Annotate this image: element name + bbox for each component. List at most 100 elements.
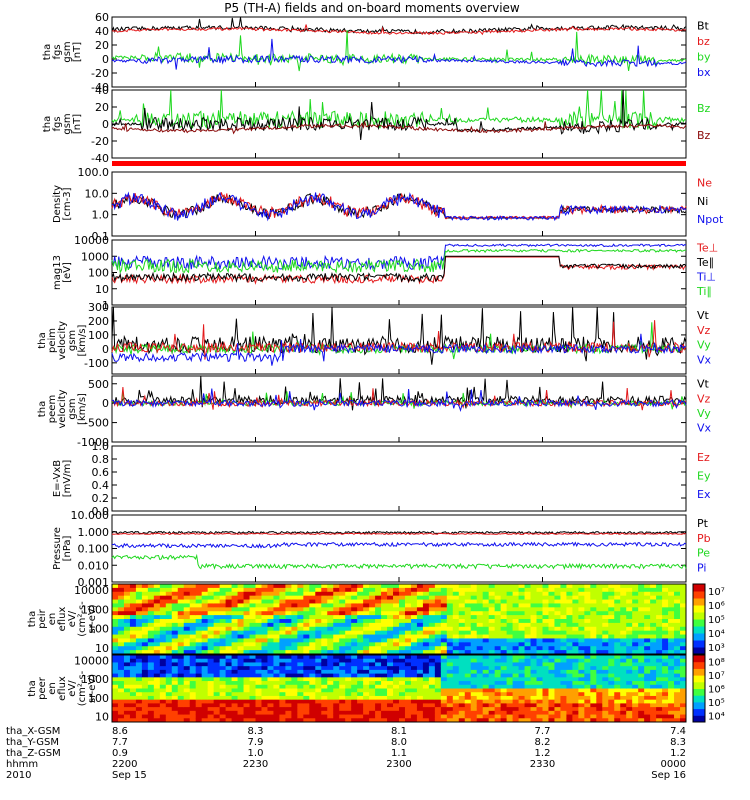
spectrogram-cell	[141, 673, 149, 678]
spectrogram-cell	[506, 595, 514, 601]
spectrogram-cell	[404, 630, 412, 636]
spectrogram-cell	[404, 615, 412, 620]
spectrogram-cell	[554, 622, 561, 628]
spectrogram-cell	[321, 714, 328, 719]
spectrogram-cell	[303, 603, 310, 608]
spectrogram-cell	[512, 677, 520, 682]
spectrogram-cell	[602, 634, 609, 639]
spectrogram-cell	[488, 626, 496, 632]
spectrogram-cell	[207, 662, 215, 667]
spectrogram-cell	[112, 666, 119, 671]
spectrogram-cell	[626, 673, 633, 678]
spectrogram-cell	[518, 681, 526, 686]
spectrogram-cell	[476, 642, 484, 647]
spectrogram-cell	[177, 638, 185, 643]
spectrogram-cell	[578, 584, 585, 589]
spectrogram-cell	[219, 662, 227, 667]
spectrogram-cell	[261, 611, 268, 616]
spectrogram-cell	[614, 707, 621, 712]
spectrogram-cell	[494, 634, 502, 639]
spectrogram-cell	[243, 619, 251, 624]
spectrogram-cell	[147, 626, 155, 632]
spectrogram-cell	[620, 699, 627, 704]
spectrogram-cell	[315, 650, 322, 655]
spectrogram-cell	[638, 699, 645, 704]
spectrogram-cell	[602, 718, 609, 723]
spectrogram-cell	[662, 630, 669, 636]
spectrogram-cell	[297, 634, 304, 639]
spectrogram-cell	[112, 692, 119, 697]
spectrogram-cell	[315, 710, 322, 716]
spectrogram-cell	[602, 646, 609, 651]
spectrogram-cell	[177, 619, 185, 624]
spectrogram-cell	[135, 634, 143, 639]
spectrogram-cell	[213, 673, 221, 678]
spectrogram-cell	[273, 599, 280, 604]
spectrogram-cell	[464, 666, 472, 671]
spectrogram-cell	[112, 714, 119, 719]
spectrogram-cell	[530, 677, 538, 682]
spectrogram-cell	[476, 634, 484, 639]
spectrogram-cell	[602, 622, 609, 628]
spectrogram-cell	[590, 622, 597, 628]
spectrogram-cell	[117, 695, 125, 701]
spectrogram-cell	[225, 611, 233, 616]
spectrogram-cell	[542, 634, 549, 639]
spectrogram-cell	[458, 615, 466, 620]
colorbar-segment	[693, 701, 705, 710]
spectrogram-cell	[662, 646, 669, 651]
spectrogram-cell	[590, 587, 597, 593]
spectrogram-cell	[315, 677, 322, 682]
spectrogram-cell	[446, 703, 454, 708]
spectrogram-cell	[614, 692, 621, 697]
spectrogram-cell	[351, 666, 358, 671]
spectrogram-cell	[470, 584, 478, 589]
spectrogram-cell	[524, 591, 532, 597]
spectrogram-cell	[171, 630, 179, 636]
spectrogram-cell	[387, 622, 394, 628]
spectrogram-cell	[147, 584, 155, 589]
spectrogram-cell	[590, 634, 597, 639]
spectrogram-cell	[303, 619, 310, 624]
spectrogram-cell	[458, 718, 466, 723]
spectrogram-cell	[195, 603, 203, 608]
spectrogram-cell	[189, 666, 197, 671]
spectrogram-cell	[375, 646, 382, 651]
spectrogram-cell	[506, 655, 514, 660]
spectrogram-cell	[231, 630, 239, 636]
spectrogram-cell	[482, 642, 490, 647]
spectrogram-cell	[291, 707, 298, 712]
spectrogram-cell	[524, 615, 532, 620]
spectrogram-cell	[656, 619, 663, 624]
spectrogram-cell	[644, 587, 651, 593]
spectrogram-cell	[458, 684, 466, 689]
spectrogram-cell	[650, 630, 657, 636]
spectrogram-cell	[494, 615, 502, 620]
spectrogram-cell	[159, 714, 167, 719]
spectrogram-cell	[297, 695, 304, 701]
spectrogram-cell	[524, 650, 532, 655]
spectrogram-cell	[255, 695, 262, 701]
x-row-value: 7.4	[670, 726, 686, 737]
spectrogram-cell	[255, 607, 262, 612]
spectrogram-cell	[159, 622, 167, 628]
spectrogram-cell	[123, 684, 131, 689]
spectrogram-cell	[410, 692, 418, 697]
spectrogram-cell	[123, 714, 131, 719]
spectrogram-cell	[422, 599, 430, 604]
spectrogram-cell	[129, 658, 137, 663]
spectrogram-cell	[542, 684, 549, 689]
spectrogram-cell	[512, 642, 520, 647]
spectrogram-cell	[261, 666, 268, 671]
spectrogram-cell	[213, 630, 221, 636]
spectrogram-cell	[458, 622, 466, 628]
spectrogram-cell	[632, 688, 639, 693]
spectrogram-cell	[518, 611, 526, 616]
spectrogram-cell	[578, 710, 585, 716]
spectrogram-cell	[524, 714, 532, 719]
spectrogram-cell	[333, 584, 340, 589]
spectrogram-cell	[399, 692, 406, 697]
spectrogram-cell	[135, 584, 143, 589]
spectrogram-cell	[662, 707, 669, 712]
y-tick-label: 10.000	[71, 509, 110, 522]
